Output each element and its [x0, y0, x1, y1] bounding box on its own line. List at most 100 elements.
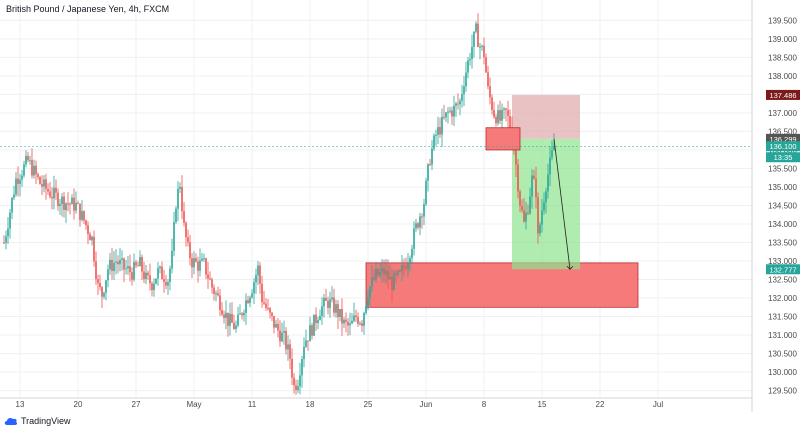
candle-body: [317, 320, 319, 323]
candle-body: [455, 103, 457, 106]
candle-body: [201, 258, 203, 261]
candle-body: [95, 261, 97, 280]
candle-body: [417, 223, 419, 228]
candle-body: [169, 268, 171, 283]
candle-body: [441, 116, 443, 135]
candle-body: [241, 313, 243, 316]
candle-body: [87, 225, 89, 235]
candle-body: [227, 312, 229, 326]
stop-zone: [512, 94, 580, 139]
candle-body: [333, 297, 335, 313]
candle-body: [397, 270, 399, 275]
watermark-label: TradingView: [21, 416, 71, 426]
candle-body: [341, 309, 343, 324]
candle-body: [133, 262, 135, 280]
price-tick-label: 131.000: [768, 331, 797, 340]
candle-body: [323, 297, 325, 307]
candle-body: [233, 322, 235, 329]
projection-arrowhead: [566, 265, 574, 270]
candle-body: [71, 197, 73, 205]
candle-body: [13, 194, 15, 198]
price-tick-label: 132.500: [768, 276, 797, 285]
candle-body: [293, 377, 295, 386]
candle-body: [5, 236, 7, 243]
candle-body: [177, 188, 179, 209]
time-tick-label: 11: [248, 400, 257, 409]
candle-body: [451, 110, 453, 117]
candle-body: [137, 265, 139, 267]
candle-body: [375, 268, 377, 280]
candle-body: [291, 358, 293, 378]
candle-body: [155, 278, 157, 284]
candle-body: [257, 265, 259, 276]
candle-body: [545, 191, 547, 203]
candle-body: [101, 287, 103, 297]
candle-body: [533, 175, 535, 179]
candle-body: [85, 220, 87, 226]
candle-body: [421, 216, 423, 218]
candle-body: [307, 340, 309, 342]
price-tag: 137.486: [769, 91, 796, 100]
candle-body: [377, 268, 379, 276]
candle-body: [491, 97, 493, 110]
candle-body: [127, 266, 129, 269]
candle-body: [19, 179, 21, 184]
price-tick-label: 137.000: [768, 109, 797, 118]
candle-body: [215, 293, 217, 295]
candle-body: [497, 110, 499, 124]
candle-body: [261, 283, 263, 303]
candle-body: [477, 23, 479, 47]
candle-body: [179, 186, 181, 189]
candle-body: [253, 282, 255, 294]
candle-body: [431, 148, 433, 165]
candle-body: [115, 261, 117, 263]
candle-body: [65, 203, 67, 210]
price-tick-label: 139.000: [768, 35, 797, 44]
tradingview-cloud-icon: [4, 417, 18, 425]
candle-body: [195, 258, 197, 262]
candle-body: [135, 262, 137, 266]
price-tick-label: 132.000: [768, 294, 797, 303]
candle-body: [39, 177, 41, 185]
candle-body: [203, 258, 205, 260]
candle-body: [229, 313, 231, 326]
candle-body: [329, 299, 331, 308]
candle-body: [93, 236, 95, 262]
candle-body: [543, 202, 545, 211]
candle-body: [61, 196, 63, 205]
candle-body: [283, 330, 285, 333]
candle-body: [359, 323, 361, 325]
candle-body: [391, 277, 393, 290]
candle-body: [69, 203, 71, 205]
candle-body: [81, 211, 83, 220]
candle-body: [321, 306, 323, 316]
candle-body: [449, 110, 451, 112]
candle-body: [139, 257, 141, 267]
candle-body: [541, 210, 543, 225]
entry-zone: [485, 127, 521, 151]
candle-body: [59, 204, 61, 207]
time-tick-label: 8: [482, 400, 487, 409]
candle-body: [549, 157, 551, 175]
candle-body: [51, 196, 53, 199]
tradingview-watermark[interactable]: TradingView: [4, 416, 71, 426]
candle-body: [3, 242, 5, 244]
candle-body: [33, 165, 35, 176]
candle-body: [373, 277, 375, 280]
candle-body: [395, 273, 397, 275]
candle-body: [403, 265, 405, 268]
candle-body: [75, 202, 77, 211]
candle-body: [265, 303, 267, 308]
time-tick-label: 18: [306, 400, 315, 409]
candle-body: [239, 313, 241, 315]
candle-body: [331, 297, 333, 300]
candle-body: [77, 202, 79, 204]
candle-body: [259, 265, 261, 284]
time-tick-label: 25: [364, 400, 373, 409]
candle-body: [453, 105, 455, 117]
candle-body: [29, 160, 31, 162]
candle-body: [273, 315, 275, 328]
candle-body: [189, 242, 191, 259]
candle-body: [255, 275, 257, 283]
